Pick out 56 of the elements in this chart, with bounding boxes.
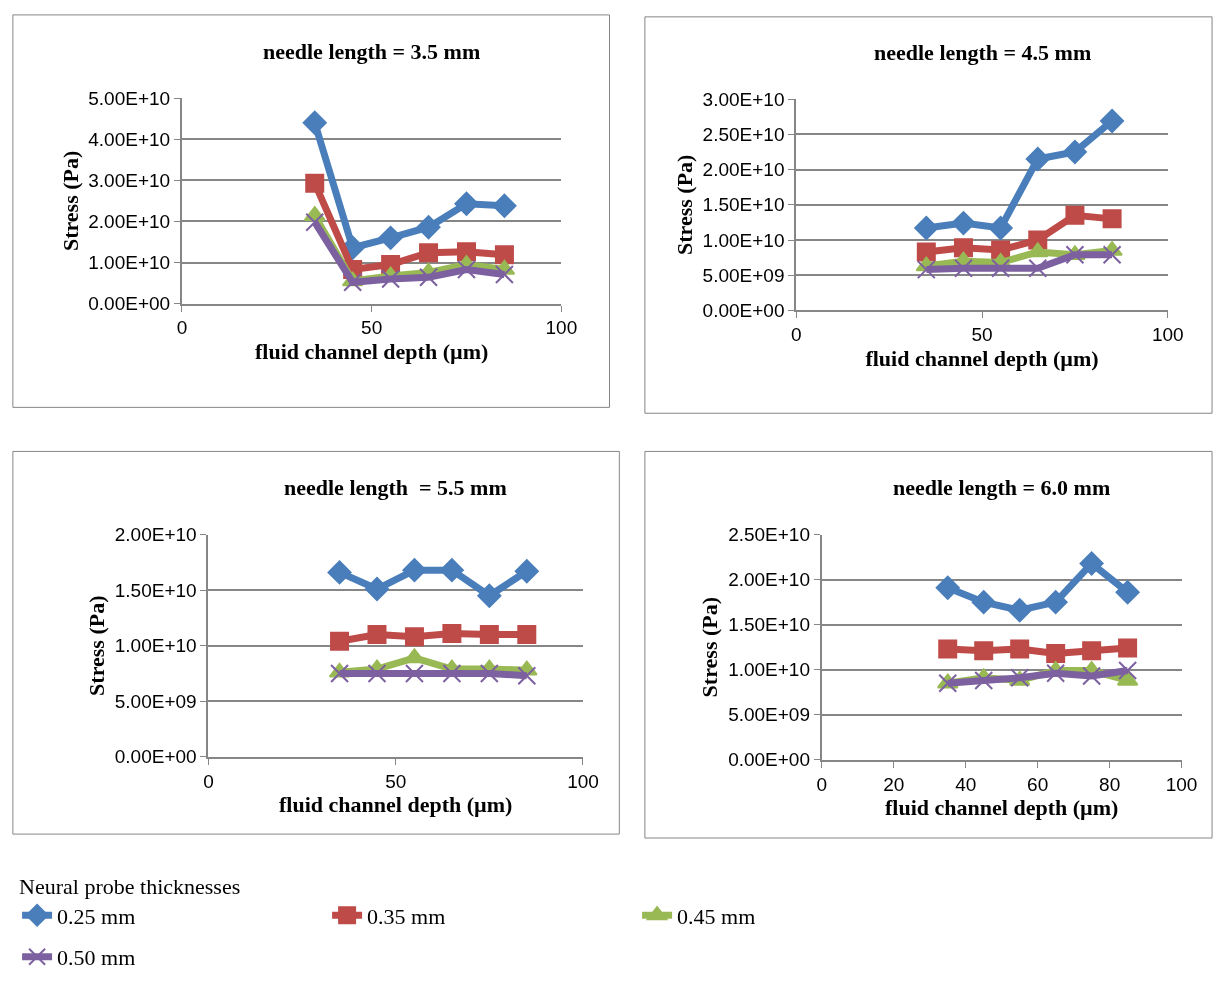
x-axis-title: fluid channel depth (µm) <box>865 345 1099 371</box>
x-axis-title: fluid channel depth (µm) <box>885 794 1119 820</box>
y-tick-label: 5.00E+09 <box>728 704 811 726</box>
x-tick-label: 50 <box>361 317 383 339</box>
legend-label: 0.25 mm <box>57 903 136 929</box>
y-tick-label: 1.00E+10 <box>702 229 785 251</box>
x-tick-label: 80 <box>1099 773 1121 795</box>
x-tick-label: 100 <box>1165 773 1198 795</box>
y-tick-label: 5.00E+09 <box>702 264 785 286</box>
y-axis-title: Stress (Pa) <box>84 595 110 696</box>
chart-title: needle length = 4.5 mm <box>874 40 1092 65</box>
y-axis-title: Stress (Pa) <box>57 150 83 252</box>
x-tick-label: 0 <box>790 324 802 346</box>
chart-title: needle length = 3.5 mm <box>263 39 481 64</box>
y-tick-label: 2.00E+10 <box>114 524 197 546</box>
y-tick-label: 3.00E+10 <box>88 169 171 191</box>
y-tick-label: 4.00E+10 <box>88 128 171 150</box>
x-tick-label: 100 <box>1151 324 1184 346</box>
y-tick-label: 0.00E+00 <box>114 746 197 768</box>
chart-title: needle length = 6.0 mm <box>893 475 1111 500</box>
y-tick-label: 2.00E+10 <box>702 159 785 181</box>
x-tick-label: 50 <box>971 324 993 346</box>
x-tick-label: 20 <box>883 773 905 795</box>
y-tick-label: 5.00E+09 <box>114 690 197 712</box>
y-tick-label: 1.00E+10 <box>88 252 171 274</box>
y-tick-label: 2.00E+10 <box>88 211 171 233</box>
x-tick-label: 100 <box>567 770 599 792</box>
y-tick-label: 2.00E+10 <box>728 569 811 591</box>
y-tick-label: 2.50E+10 <box>728 524 811 546</box>
y-tick-label: 5.00E+10 <box>88 87 171 109</box>
x-tick-label: 0 <box>816 773 828 795</box>
y-tick-label: 1.00E+10 <box>114 635 197 657</box>
y-tick-label: 0.00E+00 <box>88 293 171 315</box>
x-tick-label: 0 <box>203 770 214 792</box>
x-tick-label: 0 <box>176 317 188 339</box>
y-tick-label: 2.50E+10 <box>702 123 785 145</box>
y-axis-title: Stress (Pa) <box>697 596 723 698</box>
x-axis-title: fluid channel depth (µm) <box>279 791 513 817</box>
y-tick-label: 0.00E+00 <box>702 300 785 322</box>
y-tick-label: 0.00E+00 <box>728 749 811 771</box>
y-tick-label: 1.50E+10 <box>728 614 811 636</box>
y-tick-label: 1.50E+10 <box>702 194 785 216</box>
x-tick-label: 60 <box>1027 773 1049 795</box>
x-tick-label: 50 <box>385 770 407 792</box>
y-tick-label: 3.00E+10 <box>702 88 785 110</box>
y-axis-title: Stress (Pa) <box>671 154 697 255</box>
legend-label: 0.45 mm <box>677 903 756 929</box>
y-tick-label: 1.00E+10 <box>728 659 811 681</box>
legend-title: Neural probe thicknesses <box>19 874 241 900</box>
x-tick-label: 100 <box>545 317 578 339</box>
x-tick-label: 40 <box>955 773 977 795</box>
chart-title: needle length = 5.5 mm <box>284 475 507 500</box>
legend-label: 0.50 mm <box>57 945 136 971</box>
x-axis-title: fluid channel depth (µm) <box>254 338 489 364</box>
legend-label: 0.35 mm <box>367 903 446 929</box>
y-tick-label: 1.50E+10 <box>114 579 197 601</box>
